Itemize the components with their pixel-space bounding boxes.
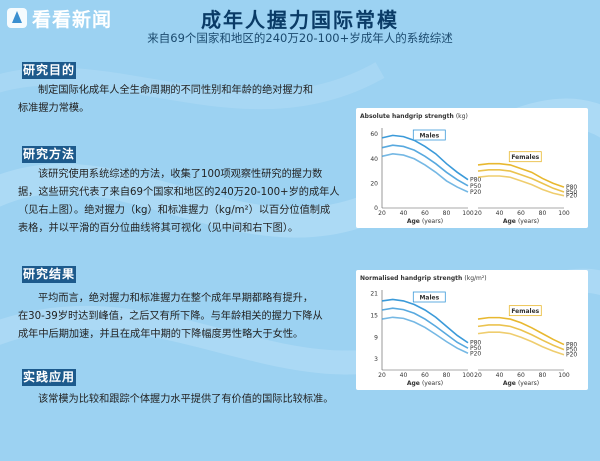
series-line-p20 <box>381 153 469 193</box>
section-heading-methods: 研究方法 <box>22 146 76 163</box>
panel-label-box <box>412 291 446 303</box>
text-line: 制定国际化成年人全生命周期的不同性别和年龄的绝对握力和 <box>38 85 314 96</box>
y-tick-label: 9 <box>374 334 378 341</box>
chart-title: Absolute handgrip strength (kg) <box>360 113 468 120</box>
x-axis-unit: (years) <box>422 380 443 387</box>
y-tick-label: 3 <box>374 356 378 363</box>
x-tick-label: 60 <box>517 210 525 217</box>
section-body-purpose: 制定国际化成年人全生命周期的不同性别和年龄的绝对握力和 标准握力常模。 <box>18 82 346 118</box>
chart-title-unit: (kg/m²) <box>464 275 486 282</box>
series-line-p20 <box>381 316 469 354</box>
series-line-p20 <box>477 331 565 356</box>
series-label: P20 <box>566 352 577 359</box>
x-tick-label: 40 <box>400 372 408 379</box>
series-label: P20 <box>470 189 481 196</box>
logo-text: 看看新闻 <box>32 8 113 31</box>
text-line: 在30-39岁时达到峰值，之后又有所下降。与年龄相关的握力下降从 <box>18 311 323 322</box>
chart-title-unit: (kg) <box>456 113 468 120</box>
series-line-p50 <box>477 169 565 193</box>
panel-label-box <box>412 129 446 141</box>
x-tick-label: 80 <box>443 372 451 379</box>
text-line: 据，这些研究代表了来自69个国家和地区的240万20-100+岁的成年人 <box>18 187 340 198</box>
chart-title: Normalised handgrip strength (kg/m²) <box>360 275 487 282</box>
series-label: P80 <box>566 184 577 191</box>
x-tick-label: 40 <box>496 210 504 217</box>
y-tick-label: 21 <box>370 291 378 298</box>
x-axis-label: Age (years) <box>407 380 443 387</box>
page-subtitle: 来自69个国家和地区的240万20-100+岁成年人的系统综述 <box>147 31 453 45</box>
y-tick-label: 60 <box>370 131 378 138</box>
series-line-p50 <box>477 324 565 351</box>
text-line: 标准握力常模。 <box>18 103 90 114</box>
series-label: P50 <box>566 347 577 354</box>
x-tick-label: 20 <box>378 372 386 379</box>
x-tick-label: 60 <box>421 372 429 379</box>
panel-label-box <box>508 151 542 163</box>
x-tick-label: 20 <box>474 210 482 217</box>
x-tick-label: 100 <box>462 210 474 217</box>
section-heading-application: 实践应用 <box>22 369 76 386</box>
panel-label: Females <box>511 308 539 315</box>
logo-mark-icon <box>7 8 27 28</box>
series-label: P50 <box>470 345 481 352</box>
panel-label: Males <box>419 133 439 140</box>
section-body-methods: 该研究使用系统综述的方法，收集了100项观察性研究的握力数 据，这些研究代表了来… <box>18 166 346 238</box>
series-line-p80 <box>381 134 469 181</box>
x-tick-label: 100 <box>462 372 474 379</box>
text-line: 表格，并以平滑的百分位曲线将其可视化（见中间和右下图）。 <box>18 223 299 234</box>
x-tick-label: 80 <box>539 210 547 217</box>
series-label: P80 <box>566 342 577 349</box>
x-axis-unit: (years) <box>518 380 539 387</box>
series-label: P50 <box>470 183 481 190</box>
panel-label: Females <box>511 154 539 161</box>
text-line: 成年中后期加速，并且在成年中期的下降幅度男性略大于女性。 <box>18 329 304 340</box>
x-axis-unit: (years) <box>518 218 539 225</box>
series-label: P80 <box>470 177 481 184</box>
text-line: 该常模为比较和跟踪个体握力水平提供了有价值的国际比较标准。 <box>38 394 334 405</box>
x-tick-label: 100 <box>558 372 570 379</box>
x-tick-label: 100 <box>558 210 570 217</box>
series-line-p80 <box>477 316 565 346</box>
section-body-results: 平均而言，绝对握力和标准握力在整个成年早期都略有提升， 在30-39岁时达到峰值… <box>18 290 346 344</box>
panel-label: Males <box>419 295 439 302</box>
normalised-strength-chart-svg: Normalised handgrip strength (kg/m²) 3 9 15… <box>360 275 577 387</box>
series-label: P50 <box>566 189 577 196</box>
series-line-p80 <box>477 162 565 188</box>
series-line-p20 <box>477 175 565 197</box>
series-label: P20 <box>470 350 481 357</box>
text-line: 平均而言，绝对握力和标准握力在整个成年早期都略有提升， <box>38 293 314 304</box>
absolute-strength-chart-svg: Absolute handgrip strength (kg)020406020… <box>360 113 577 225</box>
x-tick-label: 20 <box>474 372 482 379</box>
series-line-p50 <box>381 144 469 187</box>
series-label: P80 <box>470 340 481 347</box>
series-label: P20 <box>566 193 577 200</box>
y-tick-label: 20 <box>370 180 378 187</box>
y-tick-label: 15 <box>370 312 378 319</box>
y-tick-label: 0 <box>374 205 378 212</box>
x-axis-label: Age (years) <box>407 218 443 225</box>
x-axis-label: Age (years) <box>503 380 539 387</box>
brand-logo: 看看新闻 <box>6 3 112 33</box>
x-tick-label: 40 <box>400 210 408 217</box>
x-axis-unit: (years) <box>422 218 443 225</box>
text-line: 该研究使用系统综述的方法，收集了100项观察性研究的握力数 <box>38 169 323 180</box>
x-tick-label: 40 <box>496 372 504 379</box>
y-tick-label: 40 <box>370 156 378 163</box>
x-tick-label: 60 <box>421 210 429 217</box>
x-tick-label: 20 <box>378 210 386 217</box>
section-heading-purpose: 研究目的 <box>22 62 76 79</box>
normalised-strength-chart: Normalised handgrip strength (kg/m²) 3 9 15… <box>356 270 588 390</box>
series-line-p80 <box>381 298 469 344</box>
section-heading-results: 研究结果 <box>22 266 76 283</box>
section-body-application: 该常模为比较和跟踪个体握力水平提供了有价值的国际比较标准。 <box>18 391 346 409</box>
x-tick-label: 80 <box>539 372 547 379</box>
text-line: （见右上图）。绝对握力（kg）和标准握力（kg/m²）以百分位值制成 <box>18 205 331 216</box>
page-title: 成年人握力国际常模 <box>201 8 399 32</box>
absolute-strength-chart: Absolute handgrip strength (kg) 0 20 40 60 20… <box>356 108 588 228</box>
x-axis-label: Age (years) <box>503 218 539 225</box>
panel-label-box <box>508 305 542 317</box>
series-line-p50 <box>381 307 469 349</box>
x-tick-label: 60 <box>517 372 525 379</box>
x-tick-label: 80 <box>443 210 451 217</box>
